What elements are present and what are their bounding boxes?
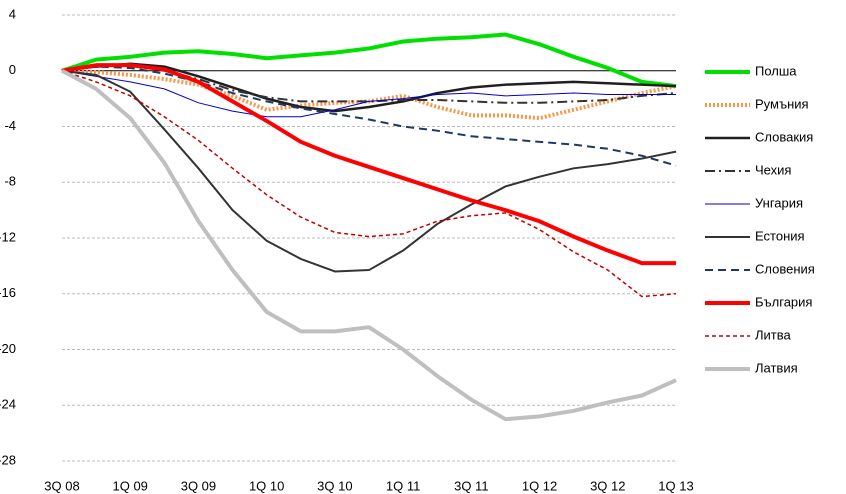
- y-tick-label: -28: [0, 452, 16, 467]
- y-tick-label: 0: [9, 62, 16, 77]
- legend-label: Литва: [755, 327, 792, 342]
- series-line: [61, 63, 676, 266]
- x-tick-label: 1Q 09: [113, 478, 148, 493]
- x-tick-label: 1Q 12: [522, 478, 557, 493]
- y-tick-label: -12: [0, 229, 16, 244]
- legend-label: Словакия: [755, 129, 813, 144]
- x-tick-label: 3Q 10: [317, 478, 352, 493]
- x-tick-label: 1Q 13: [658, 478, 693, 493]
- legend-label: Латвия: [755, 360, 798, 375]
- legend-label: Полша: [755, 63, 797, 78]
- y-tick-label: -16: [0, 285, 16, 300]
- x-tick-label: 1Q 10: [249, 478, 284, 493]
- series-line: [61, 70, 677, 298]
- legend-label: Естония: [755, 228, 805, 243]
- legend-label: България: [755, 294, 812, 309]
- legend-label: Унгария: [755, 195, 803, 210]
- x-tick-label: 3Q 11: [454, 478, 488, 493]
- x-tick-label: 3Q 09: [181, 478, 216, 493]
- legend-label: Румъния: [755, 96, 809, 111]
- y-tick-label: -4: [4, 118, 16, 133]
- y-tick-label: -24: [0, 397, 16, 412]
- series-line: [61, 65, 677, 167]
- series-line: [61, 62, 677, 113]
- x-tick-label: 3Q 12: [590, 478, 625, 493]
- y-tick-label: -20: [0, 341, 16, 356]
- series-line: [61, 32, 677, 89]
- legend-label: Словения: [755, 261, 815, 276]
- y-tick-label: 4: [9, 6, 16, 21]
- series-line: [61, 68, 677, 422]
- series-line: [61, 69, 677, 273]
- series-line: [61, 70, 676, 118]
- y-tick-label: -8: [4, 174, 16, 189]
- x-tick-label: 1Q 11: [386, 478, 420, 493]
- x-tick-label: 3Q 08: [44, 478, 79, 493]
- legend-label: Чехия: [755, 162, 791, 177]
